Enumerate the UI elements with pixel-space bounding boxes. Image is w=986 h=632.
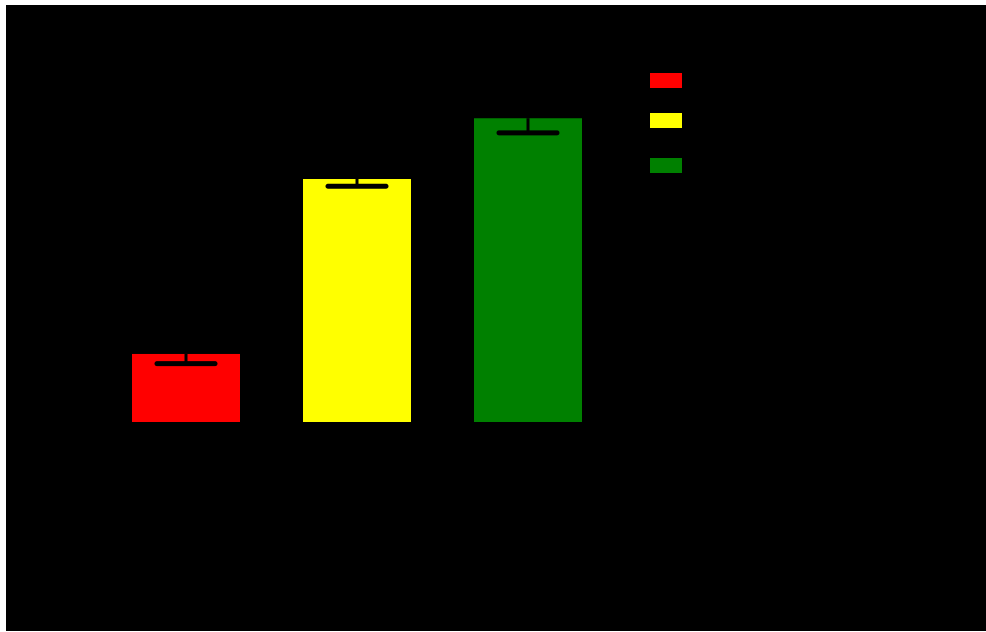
error-bar-3 [496, 118, 560, 136]
bar-2 [303, 179, 411, 422]
error-bar-1 [154, 353, 218, 367]
legend-swatch-2 [650, 113, 682, 128]
legend-swatch-3 [650, 158, 682, 173]
error-bars-layer [154, 118, 560, 367]
legend-swatch-1 [650, 73, 682, 88]
legend [650, 73, 682, 173]
error-bar-2 [325, 179, 389, 189]
bar-3 [474, 118, 582, 422]
bars-layer [132, 118, 582, 422]
